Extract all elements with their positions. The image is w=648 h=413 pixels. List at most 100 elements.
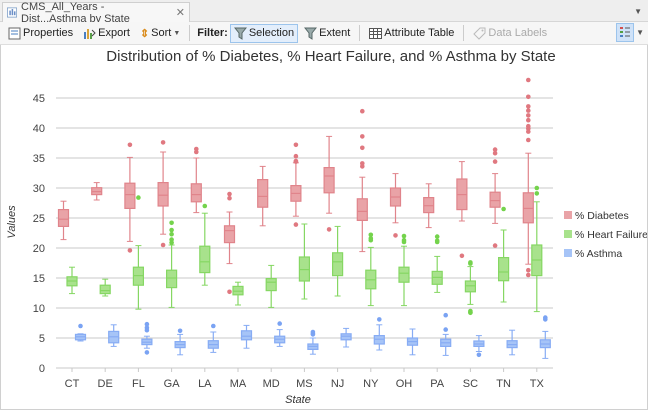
box-diabetes-MA[interactable] [223, 191, 236, 295]
outlier-point[interactable] [501, 206, 506, 212]
outlier-point[interactable] [526, 267, 531, 273]
chart-tab[interactable]: CMS_All_Years - Dist...Asthma by State ✕ [2, 1, 190, 25]
box-asthma-PA[interactable] [440, 312, 452, 356]
export-button[interactable]: Export [79, 24, 134, 43]
box-asthma-TX[interactable] [539, 315, 551, 359]
box-diabetes-PA[interactable] [423, 183, 435, 229]
outlier-point[interactable] [136, 195, 141, 200]
box-diabetes-MS[interactable] [290, 142, 302, 227]
box-asthma-NY[interactable] [373, 317, 385, 351]
outlier-point[interactable] [160, 242, 166, 248]
box-diabetes-TX[interactable] [522, 77, 534, 278]
outlier-point[interactable] [526, 272, 531, 278]
outlier-point[interactable] [526, 113, 531, 118]
outlier-point[interactable] [310, 332, 316, 337]
outlier-point[interactable] [526, 137, 531, 143]
outlier-point[interactable] [526, 129, 531, 134]
outlier-point[interactable] [534, 191, 540, 196]
legend-item-diabetes[interactable]: % Diabetes [564, 210, 629, 222]
box-asthma-DE[interactable] [108, 324, 120, 347]
filter-extent-button[interactable]: Extent [300, 24, 354, 43]
data-labels-button[interactable]: Data Labels [469, 24, 551, 43]
outlier-point[interactable] [293, 222, 299, 227]
outlier-point[interactable] [169, 220, 174, 226]
box-diabetes-NY[interactable] [356, 108, 368, 253]
outlier-point[interactable] [492, 159, 498, 164]
legend-item-hf[interactable]: % Heart Failure [564, 229, 648, 241]
box-diabetes-NJ[interactable] [323, 135, 335, 232]
outlier-point[interactable] [459, 253, 465, 259]
outlier-point[interactable] [293, 142, 299, 148]
box-diabetes-TN[interactable] [489, 147, 501, 248]
outlier-point[interactable] [169, 240, 174, 245]
box-hf-NY[interactable] [365, 232, 377, 307]
outlier-point[interactable] [227, 195, 232, 201]
outlier-point[interactable] [360, 145, 365, 151]
outlier-point[interactable] [227, 289, 232, 295]
outlier-point[interactable] [526, 94, 531, 100]
box-asthma-MD[interactable] [274, 321, 286, 347]
box-asthma-MS[interactable] [307, 329, 319, 355]
legend-item-asthma[interactable]: % Asthma [564, 248, 622, 260]
box-diabetes-CT[interactable] [57, 200, 70, 241]
box-hf-FL[interactable] [132, 195, 144, 310]
sort-button[interactable]: ⇕ Sort ▼ [136, 24, 184, 43]
outlier-point[interactable] [360, 164, 365, 169]
outlier-point[interactable] [393, 233, 398, 238]
outlier-point[interactable] [368, 237, 374, 243]
outlier-point[interactable] [434, 234, 440, 239]
box-hf-LA[interactable] [199, 203, 211, 286]
outlier-point[interactable] [468, 261, 473, 266]
box-asthma-FL[interactable] [141, 321, 153, 355]
box-hf-TX[interactable] [531, 185, 543, 313]
box-diabetes-DE[interactable] [91, 182, 103, 201]
outlier-point[interactable] [211, 323, 216, 329]
outlier-point[interactable] [78, 323, 83, 329]
outlier-point[interactable] [526, 117, 531, 123]
outlier-point[interactable] [293, 159, 299, 164]
outlier-point[interactable] [169, 227, 174, 233]
box-hf-OH[interactable] [398, 233, 410, 307]
filter-selection-button[interactable]: Selection [229, 23, 299, 43]
outlier-point[interactable] [169, 231, 174, 237]
outlier-point[interactable] [401, 233, 407, 239]
outlier-point[interactable] [368, 232, 374, 238]
outlier-point[interactable] [434, 239, 440, 245]
outlier-point[interactable] [360, 134, 365, 139]
box-hf-CT[interactable] [66, 266, 78, 295]
box-asthma-GA[interactable] [174, 328, 186, 356]
outlier-point[interactable] [476, 352, 482, 358]
box-asthma-NJ[interactable] [340, 327, 352, 348]
outlier-point[interactable] [127, 142, 133, 148]
outlier-point[interactable] [326, 227, 332, 232]
outlier-point[interactable] [144, 321, 150, 327]
box-hf-MD[interactable] [265, 264, 277, 308]
outlier-point[interactable] [492, 147, 498, 152]
outlier-point[interactable] [492, 243, 498, 248]
box-diabetes-SC[interactable] [456, 161, 468, 259]
box-diabetes-MD[interactable] [257, 165, 269, 227]
box-hf-DE[interactable] [99, 278, 111, 297]
outlier-point[interactable] [144, 350, 150, 355]
outlier-point[interactable] [534, 185, 540, 191]
outlier-point[interactable] [492, 150, 498, 156]
outlier-point[interactable] [526, 77, 531, 83]
legend-toggle-button[interactable] [616, 23, 634, 42]
outlier-point[interactable] [377, 317, 382, 322]
outlier-point[interactable] [127, 248, 133, 253]
outlier-point[interactable] [443, 327, 449, 332]
box-asthma-LA[interactable] [207, 323, 219, 353]
outlier-point[interactable] [360, 108, 365, 114]
box-diabetes-OH[interactable] [389, 173, 402, 238]
close-icon[interactable]: ✕ [175, 7, 185, 19]
box-asthma-MA[interactable] [240, 324, 253, 349]
outlier-point[interactable] [543, 317, 548, 322]
box-hf-PA[interactable] [431, 234, 443, 293]
box-hf-SC[interactable] [464, 260, 476, 316]
outlier-point[interactable] [526, 104, 531, 109]
outlier-point[interactable] [194, 149, 199, 155]
attribute-table-button[interactable]: Attribute Table [365, 24, 458, 43]
outlier-point[interactable] [177, 328, 183, 334]
outlier-point[interactable] [293, 153, 299, 159]
box-diabetes-FL[interactable] [124, 142, 136, 253]
